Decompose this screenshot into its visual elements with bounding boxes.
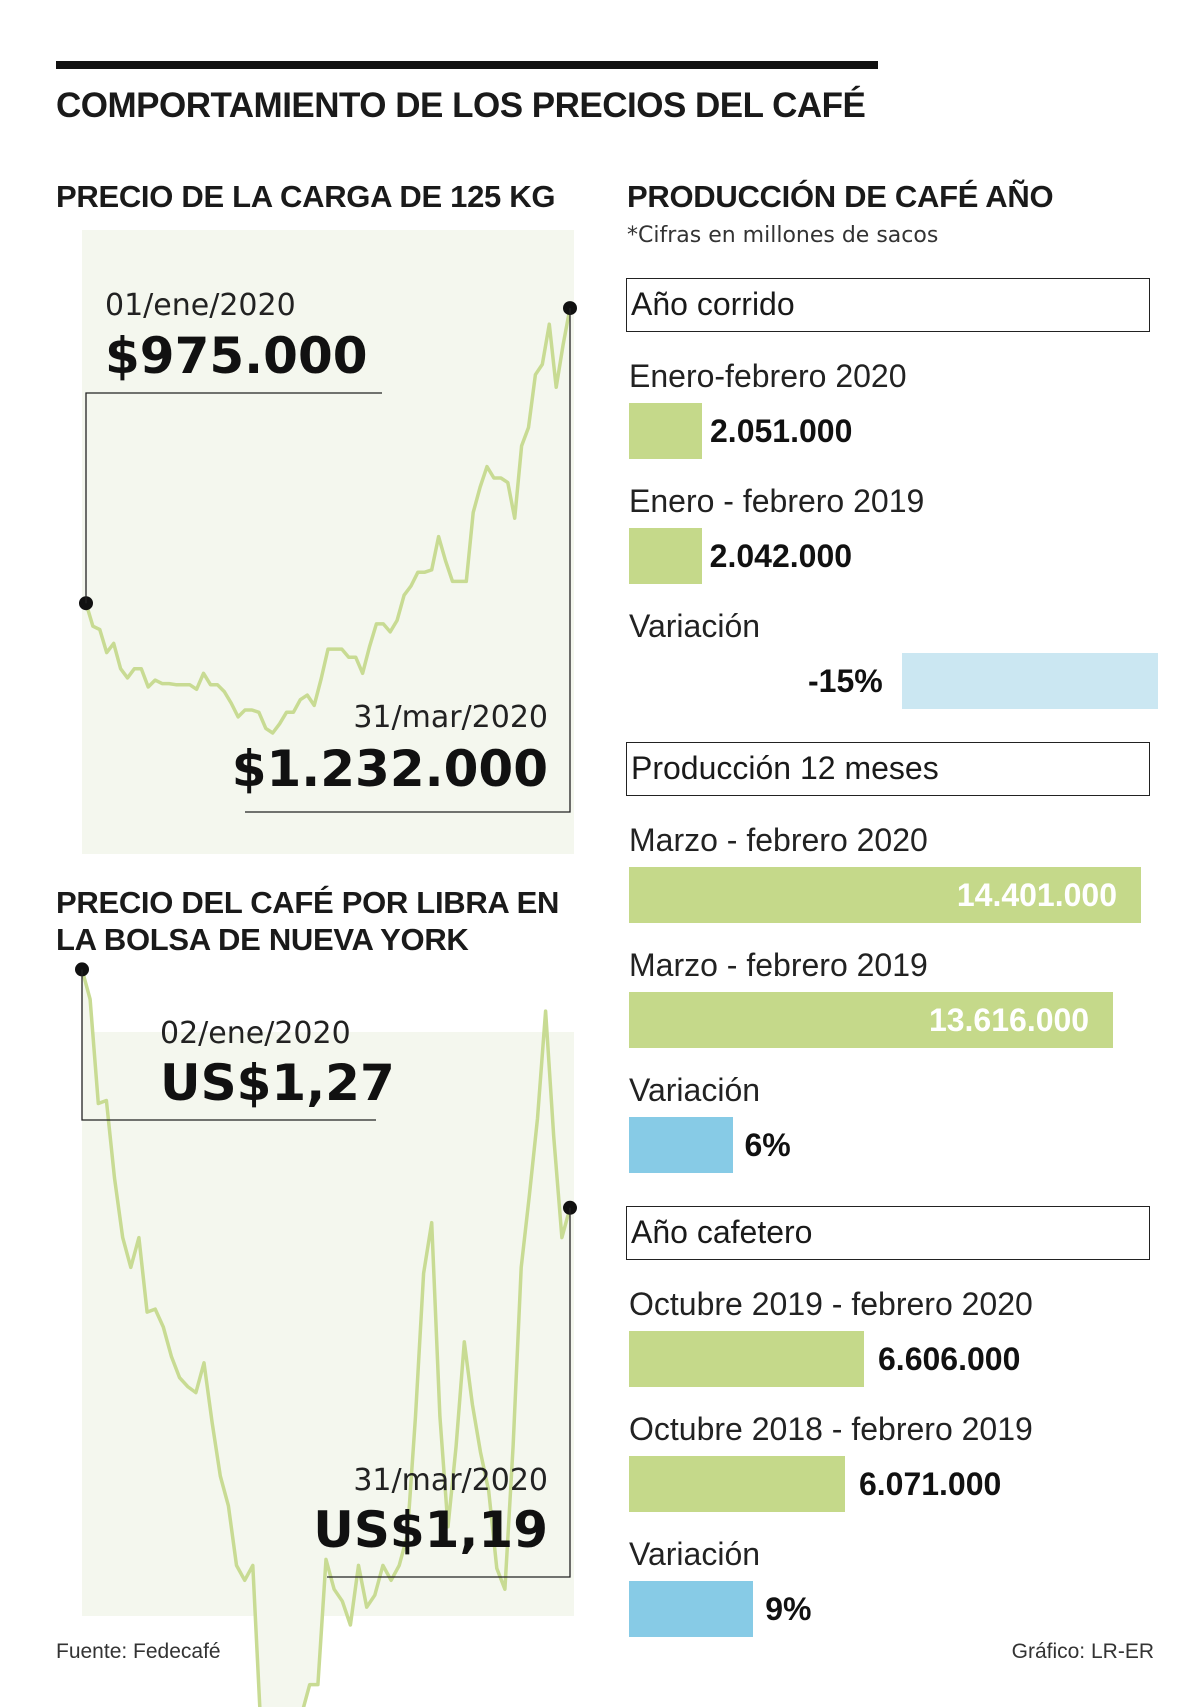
production-bar xyxy=(629,992,1114,1048)
variation-value: -15% xyxy=(808,663,883,699)
variation-label: Variación xyxy=(629,1072,761,1108)
production-bar xyxy=(629,867,1141,923)
bar-label: Marzo - febrero 2020 xyxy=(629,822,928,858)
bar-label: Enero-febrero 2020 xyxy=(629,358,907,394)
area-fill xyxy=(82,969,570,1707)
top-rule xyxy=(56,61,878,69)
bar-value: 6.071.000 xyxy=(858,1466,1002,1502)
series-line xyxy=(84,307,572,735)
chart2-title: PRECIO DEL CAFÉ POR LIBRA EN LA BOLSA DE… xyxy=(56,885,560,957)
chart1-title: PRECIO DE LA CARGA DE 125 KG xyxy=(56,179,556,214)
production-bar xyxy=(629,403,702,459)
chart1-start-price: $975.000 xyxy=(105,327,368,385)
chart2-end-callout xyxy=(327,1207,571,1578)
group-header-produccion-12-meses: Producción 12 meses xyxy=(626,742,1150,796)
variation-bar xyxy=(629,1581,754,1637)
series-line xyxy=(80,968,572,1707)
credit-note: Gráfico: LR-ER xyxy=(1011,1640,1154,1663)
chart1-end-price: $1.232.000 xyxy=(232,740,548,798)
chart1-start-date: 01/ene/2020 xyxy=(105,288,296,323)
bar-value: 6.606.000 xyxy=(878,1341,1021,1377)
bar-value: 14.401.000 xyxy=(956,877,1117,913)
variation-label: Variación xyxy=(629,608,761,644)
bar-label: Marzo - febrero 2019 xyxy=(629,947,928,983)
chart1-end-date: 31/mar/2020 xyxy=(353,700,548,735)
variation-value: 6% xyxy=(744,1127,791,1163)
chart2-start-callout xyxy=(81,969,376,1121)
chart2-start-price: US$1,27 xyxy=(160,1054,395,1112)
production-bar xyxy=(629,1331,864,1387)
variation-bar xyxy=(629,1117,733,1173)
bar-label: Enero - febrero 2019 xyxy=(629,483,925,519)
bar-value: 2.051.000 xyxy=(710,413,853,449)
bar-label: Octubre 2018 - febrero 2019 xyxy=(629,1411,1033,1447)
source-note: Fuente: Fedecafé xyxy=(56,1640,221,1663)
production-subtitle: *Cifras en millones de sacos xyxy=(627,223,939,248)
bar-value: 13.616.000 xyxy=(928,1002,1090,1038)
area-fill xyxy=(86,308,570,855)
variation-value: 9% xyxy=(765,1591,812,1627)
group-header-ano-corrido: Año corrido xyxy=(626,278,1150,332)
production-title: PRODUCCIÓN DE CAFÉ AÑO xyxy=(627,179,1054,214)
bar-value: 2.042.000 xyxy=(709,538,853,574)
main-title: COMPORTAMIENTO DE LOS PRECIOS DEL CAFÉ xyxy=(56,86,866,125)
production-bar xyxy=(629,528,702,584)
chart1-end-callout xyxy=(245,308,571,813)
variation-bar xyxy=(902,653,1158,709)
group-header-ano-cafetero: Año cafetero xyxy=(626,1206,1150,1260)
bar-label: Octubre 2019 - febrero 2020 xyxy=(629,1286,1033,1322)
chart2-end-date: 31/mar/2020 xyxy=(353,1463,548,1498)
chart2-end-price: US$1,19 xyxy=(313,1501,548,1559)
chart2-start-date: 02/ene/2020 xyxy=(160,1016,351,1051)
production-bar xyxy=(629,1456,845,1512)
chart1-start-callout xyxy=(85,392,382,604)
variation-label: Variación xyxy=(629,1536,761,1572)
chart2-svg: 02/ene/2020 US$1,27 31/mar/2020 US$1,19 xyxy=(75,962,577,1707)
chart1-svg: 01/ene/2020 $975.000 31/mar/2020 $1.232.… xyxy=(79,230,577,855)
